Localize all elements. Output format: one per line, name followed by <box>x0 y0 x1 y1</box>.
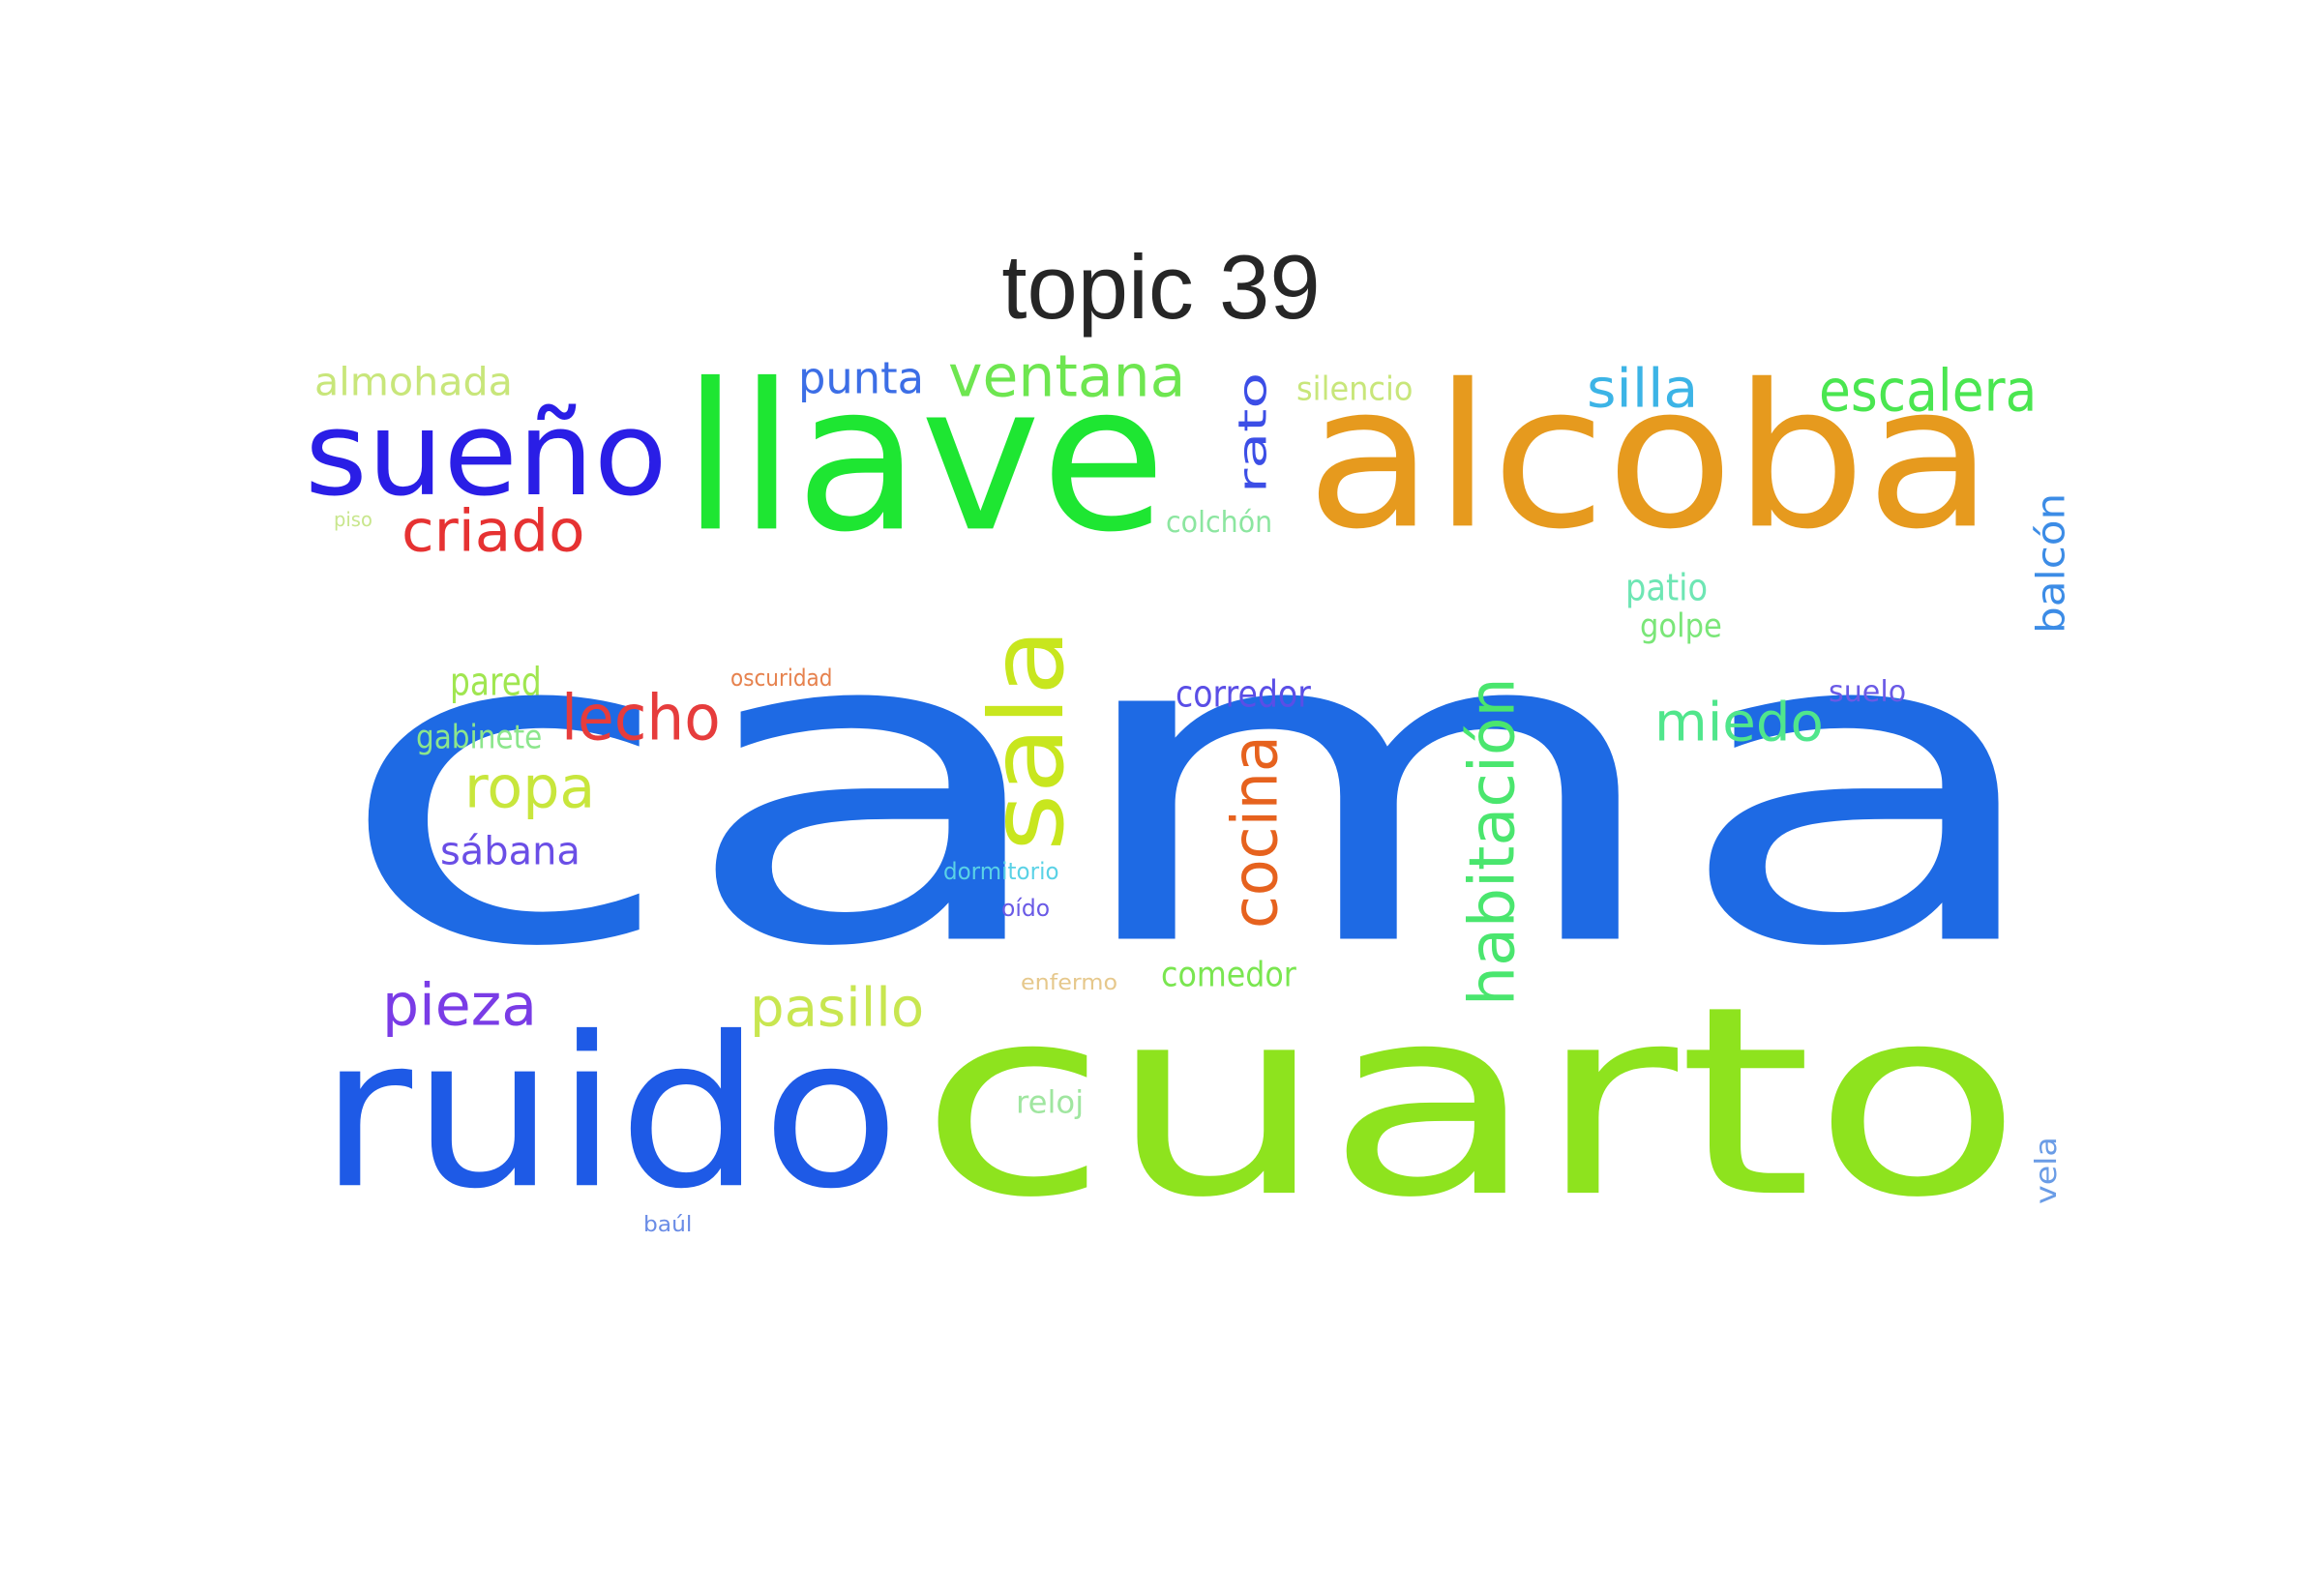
cloud-word: sueño <box>305 386 668 522</box>
cloud-word: escalera <box>1819 357 2038 426</box>
cloud-word: oído <box>1001 895 1051 923</box>
cloud-word: comedor <box>1161 954 1296 996</box>
cloud-word: pieza <box>382 971 537 1040</box>
cloud-word: golpe <box>1640 606 1722 646</box>
figure-title: topic 39 <box>1001 236 1321 338</box>
cloud-word: almohada <box>314 359 513 405</box>
cloud-word: sala <box>968 628 1087 851</box>
cloud-word: balcón <box>2028 492 2074 634</box>
cloud-word: reloj <box>1016 1084 1085 1122</box>
cloud-word: silla <box>1587 358 1699 421</box>
cloud-word: oscuridad <box>730 665 833 693</box>
cloud-word: vela <box>2028 1137 2064 1204</box>
cloud-word: cuarto <box>919 949 2023 1256</box>
cloud-word: habitación <box>1454 677 1530 1006</box>
cloud-word: ruido <box>319 993 901 1235</box>
cloud-word: gabinete <box>416 717 543 757</box>
cloud-word: piso <box>334 508 372 532</box>
cloud-word: colchón <box>1166 504 1273 540</box>
cloud-word: rato <box>1230 371 1276 493</box>
cloud-word: enfermo <box>1021 969 1118 995</box>
cloud-word: lecho <box>561 680 721 755</box>
cloud-word: ropa <box>464 754 596 822</box>
cloud-word: silencio <box>1296 369 1414 409</box>
cloud-word: miedo <box>1654 692 1824 754</box>
cloud-word: ventana <box>948 342 1186 411</box>
cloud-word: baúl <box>643 1211 693 1237</box>
cloud-word: dormitorio <box>943 858 1059 886</box>
cloud-word: punta <box>798 353 925 405</box>
cloud-word: corredor <box>1176 673 1311 717</box>
cloud-word: pasillo <box>750 977 925 1040</box>
cloud-word: alcoba <box>1306 341 1994 573</box>
cloud-word: suelo <box>1829 673 1907 709</box>
cloud-word: patio <box>1625 567 1709 610</box>
cloud-word: cama <box>334 535 2056 1042</box>
cloud-word: pared <box>450 659 542 705</box>
cloud-word: llave <box>682 340 1167 577</box>
cloud-word: sábana <box>440 828 580 874</box>
cloud-word: criado <box>402 497 585 566</box>
cloud-word: cocina <box>1217 735 1293 929</box>
